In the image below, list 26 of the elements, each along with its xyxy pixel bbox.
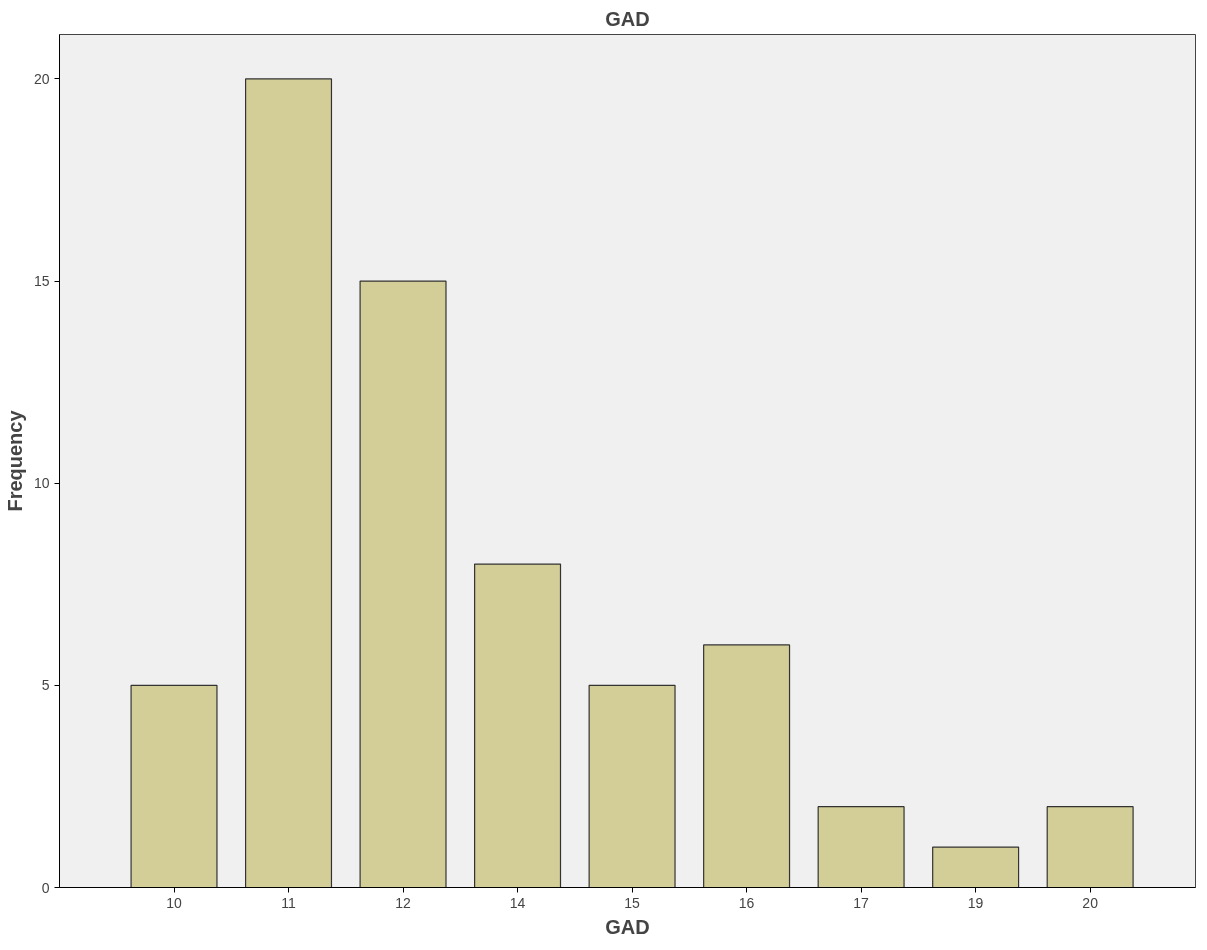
x-axis-title: GAD <box>605 915 650 938</box>
x-tick-label: 15 <box>624 894 641 911</box>
bar <box>359 280 447 888</box>
bar <box>474 563 562 888</box>
y-axis-title: Frequency <box>3 409 26 512</box>
bar <box>703 644 791 888</box>
y-tick-label: 15 <box>33 273 50 290</box>
y-tick-label: 5 <box>41 677 50 694</box>
x-tick-label: 16 <box>738 894 755 911</box>
x-tick-label: 14 <box>509 894 526 911</box>
bar <box>588 684 676 888</box>
x-tick-label: 17 <box>853 894 870 911</box>
x-tick-label: 20 <box>1082 894 1099 911</box>
bar <box>130 684 218 888</box>
x-tick-label: 12 <box>395 894 412 911</box>
bar <box>244 78 333 888</box>
x-tick-label: 10 <box>166 894 183 911</box>
y-tick-label: 20 <box>33 70 50 87</box>
bar <box>1046 806 1134 888</box>
y-tick-label: 0 <box>41 879 50 896</box>
y-tick-label: 10 <box>33 475 50 492</box>
x-tick-label: 19 <box>967 894 984 911</box>
x-tick-label: 11 <box>281 894 297 911</box>
chart-title: GAD <box>605 7 650 30</box>
bar <box>817 806 905 888</box>
bar <box>932 846 1020 888</box>
